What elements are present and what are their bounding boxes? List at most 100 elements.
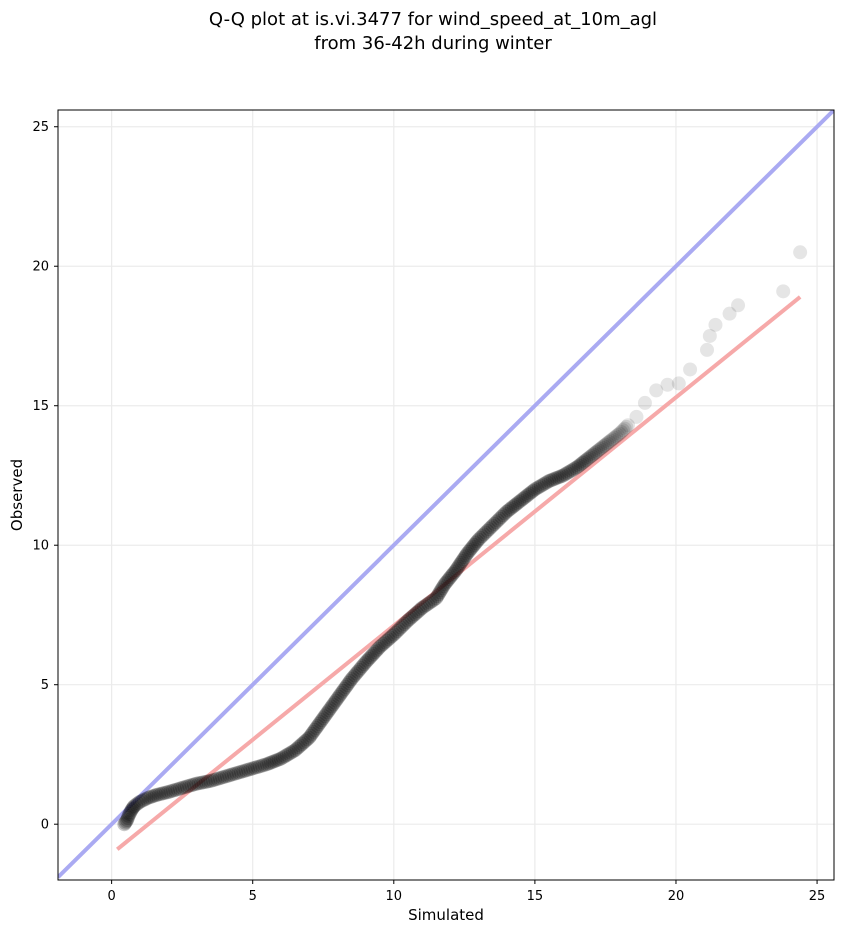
quantile-point <box>293 738 308 753</box>
quantile-point <box>304 726 319 741</box>
quantile-point <box>457 550 472 565</box>
quantile-point <box>508 497 523 512</box>
quantile-point <box>326 697 341 712</box>
quantile-point <box>402 611 417 626</box>
x-tick-label-5: 25 <box>809 889 826 904</box>
quantile-point <box>483 520 498 535</box>
quantile-point <box>468 536 483 551</box>
quantile-point <box>313 715 328 730</box>
quantile-point <box>607 430 622 445</box>
quantile-point <box>450 561 465 576</box>
quantile-point <box>512 494 527 509</box>
quantile-point <box>539 475 554 490</box>
quantile-point <box>465 539 480 554</box>
outlier-point-12 <box>793 245 808 260</box>
y-tick-label-1: 5 <box>41 678 49 693</box>
quantile-point <box>411 604 426 619</box>
quantile-point <box>453 555 468 570</box>
quantile-point <box>621 418 636 433</box>
y-tick-label-3: 15 <box>32 399 49 414</box>
quantile-point <box>390 624 405 639</box>
quantile-point <box>537 476 552 491</box>
quantile-point <box>446 566 461 581</box>
quantile-point <box>504 500 519 515</box>
plot-area-frame <box>57 109 835 881</box>
quantile-point <box>154 786 169 801</box>
quantile-point <box>437 577 452 592</box>
quantile-point <box>480 523 495 538</box>
outlier-point-5 <box>683 362 698 377</box>
quantile-point <box>513 493 528 508</box>
quantile-point <box>337 681 352 696</box>
quantile-point <box>496 508 511 523</box>
quantile-point <box>503 501 518 516</box>
reference-lines <box>58 110 834 879</box>
quantile-point <box>541 474 556 489</box>
quantile-point <box>208 772 223 787</box>
quantile-point <box>361 651 376 666</box>
quantile-point <box>316 711 331 726</box>
outlier-point-2 <box>649 383 664 398</box>
quantile-point <box>452 557 467 572</box>
x-tick-label-2: 10 <box>386 889 403 904</box>
quantile-point <box>296 735 311 750</box>
quantile-point <box>295 736 310 751</box>
quantile-point <box>377 635 392 650</box>
quantile-point <box>451 559 466 574</box>
quantile-point <box>460 546 475 561</box>
quantile-point <box>250 760 265 775</box>
quantile-point <box>122 806 137 821</box>
quantile-point <box>474 529 489 544</box>
quantile-point <box>309 720 324 735</box>
quantile-point <box>279 748 294 763</box>
quantile-point <box>257 757 272 772</box>
quantile-point <box>564 463 579 478</box>
quantile-point <box>363 650 378 665</box>
quantile-point <box>471 532 486 547</box>
quantile-point <box>119 814 134 829</box>
quantile-point <box>238 763 253 778</box>
x-tick-label-0: 0 <box>107 889 115 904</box>
quantile-point <box>143 790 158 805</box>
quantile-point <box>269 753 284 768</box>
quantile-point <box>617 421 632 436</box>
quantile-point <box>570 460 585 475</box>
quantile-point <box>231 765 246 780</box>
quantile-point <box>303 728 318 743</box>
quantile-point <box>435 581 450 596</box>
quantile-point <box>371 641 386 656</box>
quantile-point <box>277 749 292 764</box>
quantile-point <box>372 640 387 655</box>
quantile-point <box>554 469 569 484</box>
y-tick-label-4: 20 <box>32 260 49 275</box>
quantile-point <box>302 730 317 745</box>
quantile-point <box>593 441 608 456</box>
quantile-point <box>589 444 604 459</box>
quantile-point <box>156 786 171 801</box>
quantile-point <box>125 801 140 816</box>
quantile-point <box>289 741 304 756</box>
quantile-point <box>610 428 625 443</box>
quantile-point <box>433 583 448 598</box>
quantile-point <box>286 744 301 759</box>
quantile-point <box>458 548 473 563</box>
quantile-point <box>614 424 629 439</box>
quantile-point <box>364 648 379 663</box>
quantile-point <box>383 630 398 645</box>
quantile-point <box>429 591 444 606</box>
quantile-point <box>517 490 532 505</box>
quantile-point <box>118 815 133 830</box>
quantile-point <box>165 783 180 798</box>
quantile-point <box>130 796 145 811</box>
quantile-point <box>340 677 355 692</box>
y-tick-label-0: 0 <box>41 818 49 833</box>
quantile-point <box>376 636 391 651</box>
y-tick-label-2: 10 <box>32 539 49 554</box>
quantile-point <box>497 506 512 521</box>
quantile-point <box>333 687 348 702</box>
quantile-point <box>556 468 571 483</box>
quantile-point <box>388 625 403 640</box>
quantile-point <box>478 525 493 540</box>
quantile-point <box>123 805 138 820</box>
quantile-point <box>321 703 336 718</box>
